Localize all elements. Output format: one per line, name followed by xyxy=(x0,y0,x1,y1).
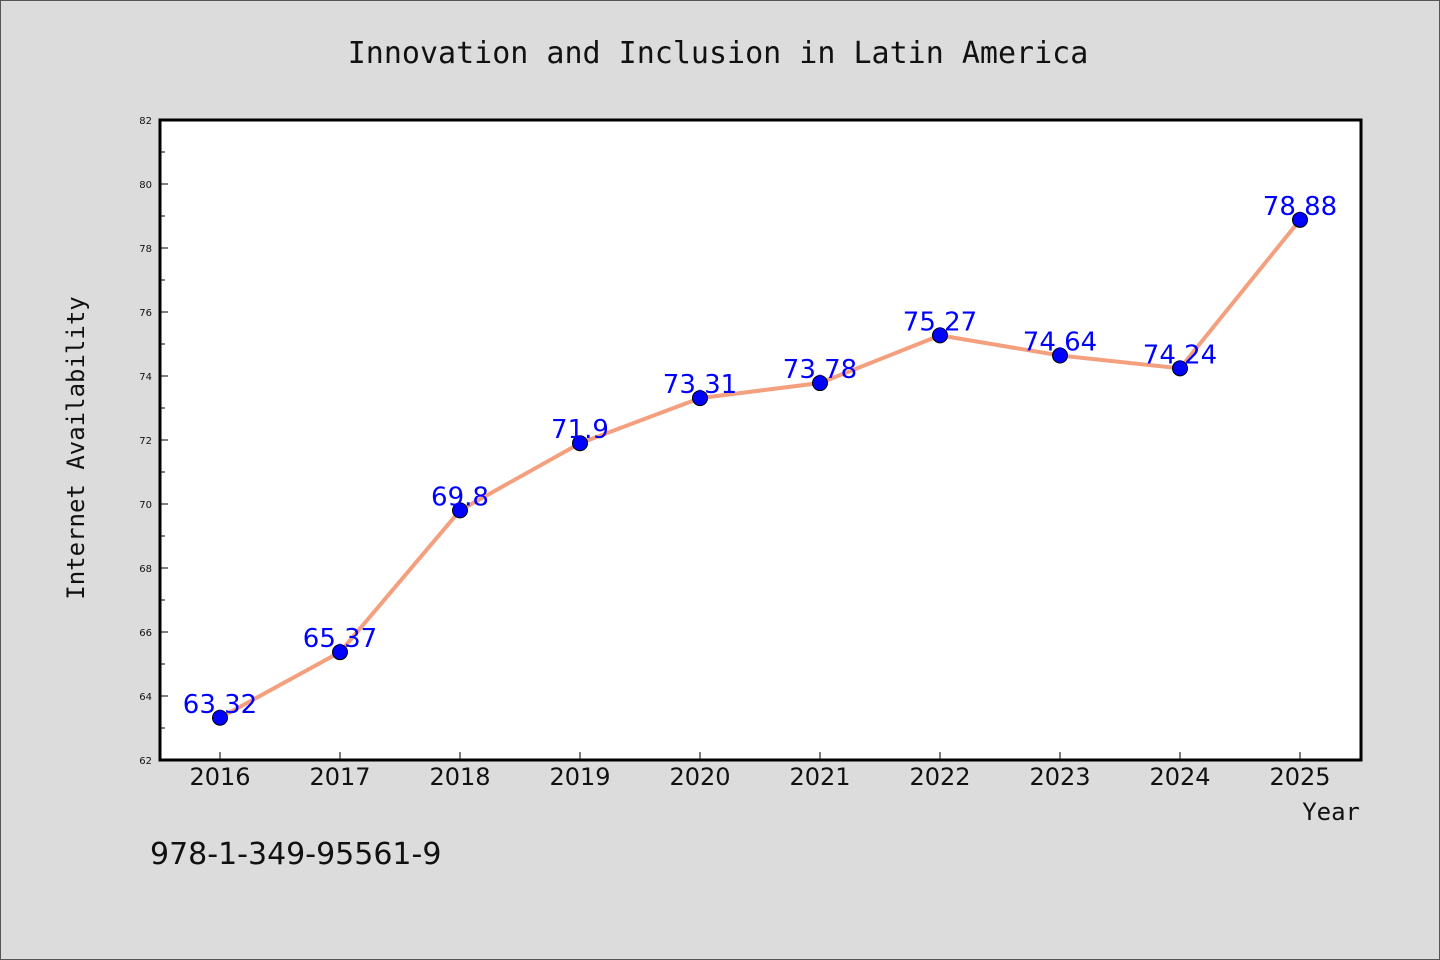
series-line xyxy=(219,218,1302,720)
x-axis: 2016 2017 2018 2019 2020 2021 2022 2023 2024 2025 xyxy=(189,752,1331,791)
x-tick-label: 2019 xyxy=(549,763,610,791)
plot-area xyxy=(158,118,1363,762)
data-label: 74.24 xyxy=(1143,340,1217,370)
data-point xyxy=(692,390,708,407)
y-tick-label: 64 xyxy=(139,692,152,703)
data-point xyxy=(1052,347,1068,364)
data-point xyxy=(1292,211,1308,228)
data-label: 78.88 xyxy=(1263,192,1337,222)
data-label: 65.37 xyxy=(303,624,377,654)
x-tick-label: 2018 xyxy=(429,763,490,791)
data-label: 69.8 xyxy=(431,482,489,512)
y-tick-label: 72 xyxy=(139,436,152,447)
data-label: 71.9 xyxy=(551,415,609,445)
data-label: 74.64 xyxy=(1023,328,1097,358)
series-markers xyxy=(212,211,1308,726)
data-labels: 63.32 65.37 69.8 71.9 73.31 73.78 75.27 74.64 74… xyxy=(183,192,1337,720)
isbn-footnote: 978-1-349-95561-9 xyxy=(150,837,441,872)
y-tick-label: 66 xyxy=(139,628,152,639)
chart-title: Innovation and Inclusion in Latin Americ… xyxy=(348,36,1089,71)
y-tick-label: 70 xyxy=(139,500,152,511)
x-tick-label: 2022 xyxy=(909,763,970,791)
y-tick-label: 80 xyxy=(139,180,152,191)
data-point xyxy=(1172,360,1188,377)
data-label: 63.32 xyxy=(183,690,257,720)
y-tick-label: 82 xyxy=(139,116,152,127)
y-axis: 62 64 66 68 70 72 74 76 78 80 82 xyxy=(139,116,168,767)
data-point xyxy=(212,709,228,726)
y-axis-label: Internet Availability xyxy=(62,296,90,599)
x-tick-label: 2024 xyxy=(1149,763,1210,791)
data-label: 73.31 xyxy=(663,370,737,400)
x-tick-label: 2016 xyxy=(189,763,250,791)
y-tick-label: 78 xyxy=(139,244,152,255)
data-point xyxy=(332,644,348,661)
data-point xyxy=(452,502,468,519)
x-axis-label: Year xyxy=(1302,798,1360,826)
data-point xyxy=(572,435,588,452)
y-tick-label: 76 xyxy=(139,308,152,319)
x-tick-label: 2020 xyxy=(669,763,730,791)
data-point xyxy=(932,327,948,344)
x-tick-label: 2021 xyxy=(789,763,850,791)
x-tick-label: 2025 xyxy=(1269,763,1330,791)
y-tick-label: 62 xyxy=(139,756,152,767)
y-tick-label: 68 xyxy=(139,564,152,575)
data-label: 73.78 xyxy=(783,355,857,385)
data-point xyxy=(812,375,828,392)
x-tick-label: 2023 xyxy=(1029,763,1090,791)
data-label: 75.27 xyxy=(903,307,977,337)
x-tick-label: 2017 xyxy=(309,763,370,791)
y-tick-label: 74 xyxy=(139,372,152,383)
